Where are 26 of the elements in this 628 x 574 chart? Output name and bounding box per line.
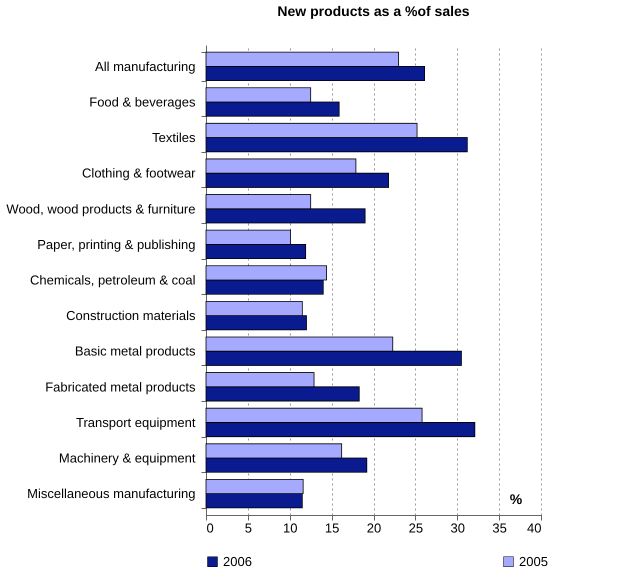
x-tick-label: 25 <box>408 520 424 536</box>
legend-label: 2006 <box>223 554 252 569</box>
x-tick-label: 0 <box>206 520 214 536</box>
chart-title: New products as a %of sales <box>277 3 470 19</box>
y-tick-label: Fabricated metal products <box>45 379 196 394</box>
x-tick-label: 20 <box>366 520 382 536</box>
y-tick-label: Clothing & footwear <box>82 166 196 181</box>
x-tick-label: 5 <box>244 520 252 536</box>
x-tick-label: 10 <box>283 520 298 536</box>
x-tick-label: 30 <box>450 520 465 536</box>
annotation: % <box>510 491 523 507</box>
y-tick-label: Construction materials <box>66 308 196 324</box>
y-tick-label: Machinery & equipment <box>58 450 196 466</box>
y-tick-label: Chemicals, petroleum & coal <box>30 272 196 288</box>
x-tick-label: 35 <box>492 520 507 536</box>
legend-label: 2005 <box>519 554 548 569</box>
y-tick-label: Basic metal products <box>74 344 196 359</box>
y-tick-label: All manufacturing <box>95 58 196 74</box>
y-tick-label: Food & beverages <box>89 94 196 110</box>
x-tick-label: 40 <box>527 520 542 536</box>
y-tick-label: Paper, printing & publishing <box>37 236 196 252</box>
x-tick-label: 15 <box>324 520 340 536</box>
y-tick-label: Textiles <box>152 130 196 146</box>
y-tick-label: Transport equipment <box>76 414 196 430</box>
y-tick-label: Miscellaneous manufacturing <box>27 486 196 502</box>
y-tick-label: Wood, wood products & furniture <box>6 201 196 216</box>
